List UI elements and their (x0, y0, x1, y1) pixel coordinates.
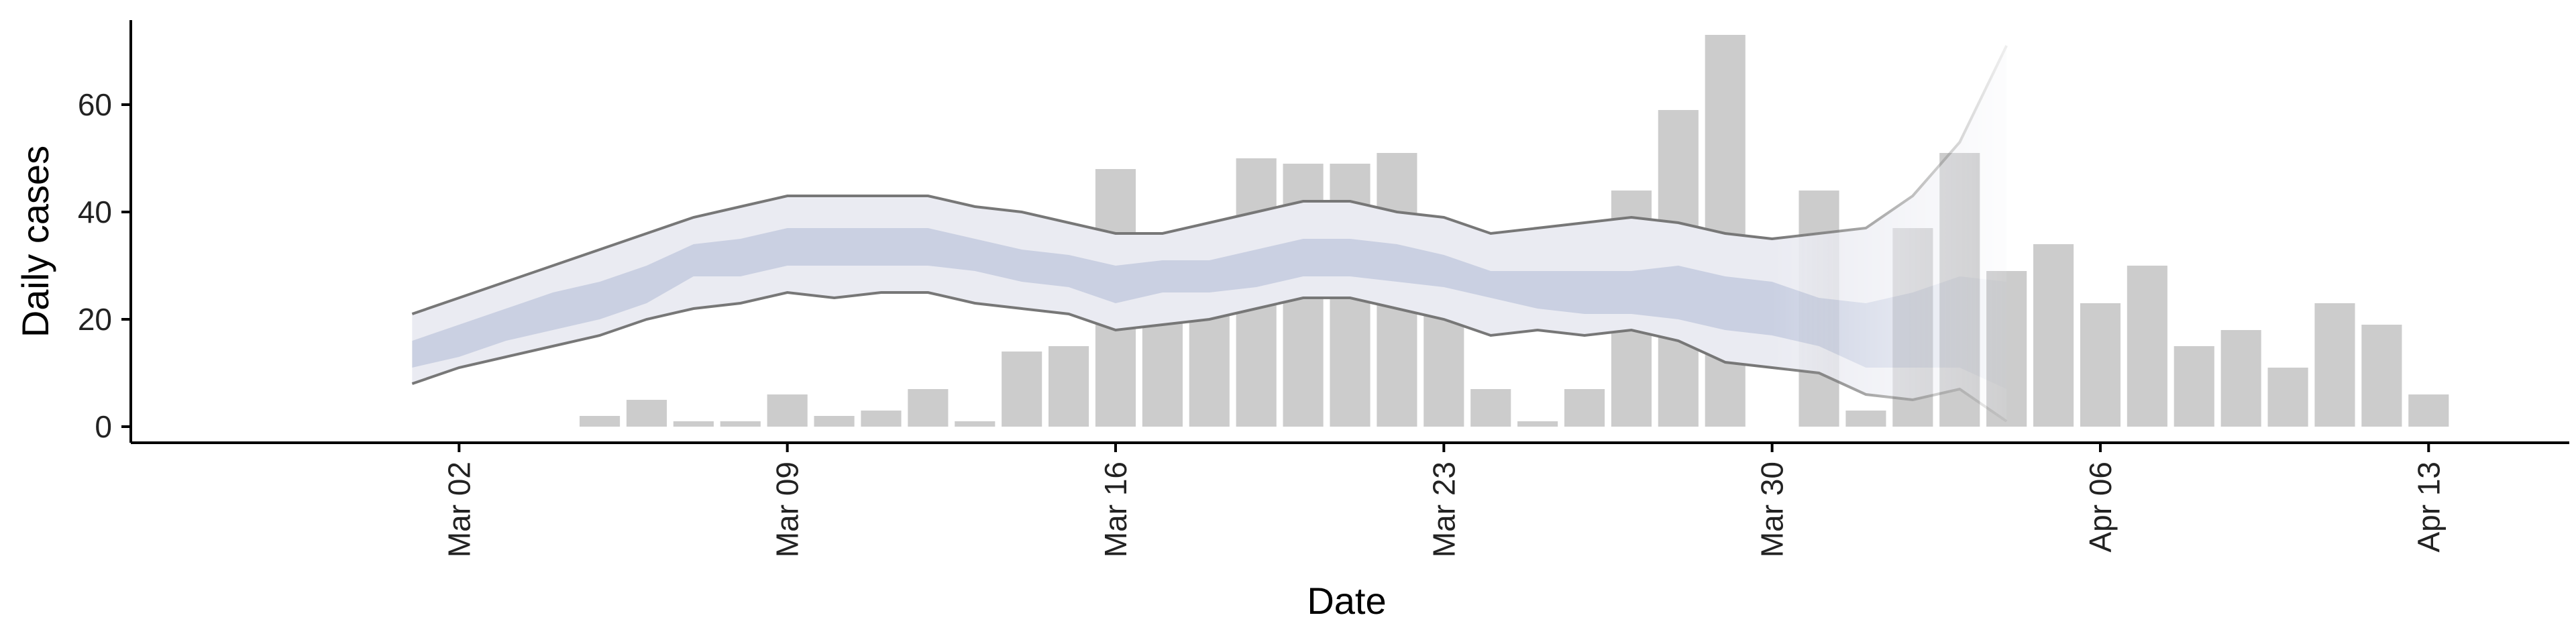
x-tick-label: Mar 23 (1426, 462, 1461, 557)
case-bar (814, 416, 855, 427)
case-bar (1049, 346, 1089, 427)
case-bar (1564, 389, 1605, 427)
axes (129, 20, 2569, 444)
case-bar (2267, 368, 2308, 427)
y-tick-label: 60 (78, 87, 112, 122)
x-tick-label: Apr 06 (2083, 462, 2118, 553)
case-bar (1002, 352, 1042, 427)
case-bar (2080, 303, 2121, 427)
case-bar (2127, 266, 2167, 427)
case-bar (1470, 389, 1511, 427)
x-ticks: Mar 02 Mar 09 Mar 16 Mar 23 Mar 30 Apr 06 Apr … (441, 443, 2446, 557)
x-tick-label: Mar 02 (441, 462, 476, 557)
case-bar (955, 421, 996, 427)
case-bar (2408, 394, 2449, 427)
case-bar (861, 411, 902, 427)
case-bar (720, 421, 761, 427)
y-tick-label: 0 (95, 409, 112, 444)
case-bar (2220, 330, 2261, 427)
case-bar (626, 400, 667, 427)
x-tick-label: Mar 16 (1098, 462, 1133, 557)
case-bar (908, 389, 949, 427)
band-50 (412, 228, 2007, 389)
case-bar (1845, 411, 1886, 427)
case-bar (2033, 244, 2074, 427)
y-ticks: 0 20 40 60 (78, 87, 131, 444)
x-tick-label: Mar 09 (770, 462, 805, 557)
upper-90-line (411, 45, 2008, 315)
case-bar (1517, 421, 1558, 427)
case-bar (2361, 325, 2402, 427)
case-bar (767, 394, 808, 427)
x-tick-label: Mar 30 (1755, 462, 1790, 557)
x-axis-title: Date (1307, 580, 1386, 622)
estimate-layer (411, 45, 2008, 423)
x-tick-label: Apr 13 (2411, 462, 2446, 553)
case-bar (2314, 303, 2355, 427)
lower-90-line (411, 290, 2008, 423)
y-axis-title: Daily cases (14, 146, 56, 337)
case-bar (579, 416, 621, 427)
case-bar (673, 421, 714, 427)
y-tick-label: 20 (78, 302, 112, 337)
band-90 (412, 46, 2007, 421)
y-tick-label: 40 (78, 195, 112, 229)
case-bar (2174, 346, 2214, 427)
